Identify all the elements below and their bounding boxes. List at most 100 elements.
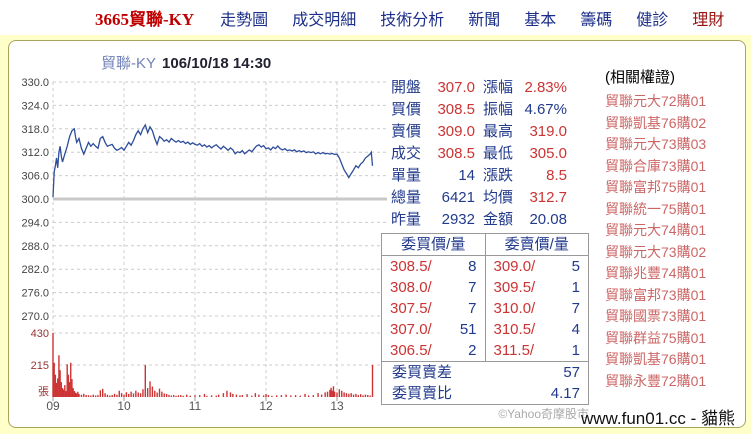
ask-price: 309.5/ (493, 279, 536, 296)
warrant-link[interactable]: 貿聯元大73購02 (605, 243, 707, 260)
warrant-link[interactable]: 貿聯凱基76購02 (605, 114, 707, 131)
warrant-link[interactable]: 貿聯元大74購01 (605, 222, 707, 238)
yahoo-watermark: ©Yahoo奇摩股市 (498, 407, 589, 421)
nav-item-wealth[interactable]: 理財 (692, 11, 725, 29)
order-book-header: 委買價/量 委賣價/量 (382, 234, 588, 256)
order-book-row: 308.5/8 309.0/5 (382, 256, 588, 277)
quote-value: 305.0 (529, 145, 567, 162)
quote-value: 308.5 (437, 101, 475, 118)
quote-label: 最低 (483, 145, 514, 162)
quote-row: 成交 308.5 最低 305.0 (391, 143, 567, 165)
quote-value: 309.0 (437, 123, 475, 140)
svg-text:張: 張 (38, 385, 49, 398)
bid-cell: 308.5/8 (382, 256, 486, 277)
svg-text:330.0: 330.0 (21, 77, 49, 89)
quote-label: 買價 (391, 101, 422, 118)
quote-value: 312.7 (529, 189, 567, 206)
ask-qty: 1 (571, 279, 580, 296)
order-book-row: 306.5/2 311.5/1 (382, 340, 588, 361)
warrant-link[interactable]: 貿聯合庫73購01 (605, 157, 707, 174)
bid-price: 307.0/ (390, 321, 432, 338)
ask-price: 310.0/ (493, 300, 536, 317)
warrant-link[interactable]: 貿聯兆豐74購01 (605, 265, 707, 281)
quote-value: 307.0 (437, 79, 475, 96)
bid-cell: 307.0/51 (382, 319, 486, 340)
nav-item-trend-chart[interactable]: 走勢圖 (220, 11, 269, 29)
quote-label: 總量 (391, 189, 422, 206)
order-book-row: 307.5/7 310.0/7 (382, 298, 588, 319)
ask-price: 311.5/ (493, 342, 535, 359)
warrant-link[interactable]: 貿聯元大73購03 (605, 136, 707, 152)
nav-item-chips[interactable]: 籌碼 (580, 11, 613, 29)
warrant-link[interactable]: 貿聯國票73購01 (605, 308, 707, 324)
nav-item-news[interactable]: 新聞 (468, 11, 501, 29)
ask-qty: 5 (571, 258, 580, 275)
order-book-footer: 委買賣差 57 委買賣比 4.17 (382, 361, 588, 404)
svg-text:12: 12 (259, 399, 273, 413)
bid-price: 307.5/ (390, 300, 432, 317)
nav-item-fundamentals[interactable]: 基本 (524, 11, 557, 29)
chart-title-datetime: 106/10/18 14:30 (162, 55, 272, 72)
quote-row: 昨量 2932 金額 20.08 (391, 209, 567, 231)
bid-cell: 307.5/7 (382, 298, 486, 319)
quote-row: 買價 308.5 振幅 4.67% (391, 99, 567, 121)
warrant-link[interactable]: 貿聯統一75購01 (605, 200, 707, 217)
content-panel: 貿聯-KY 106/10/18 14:30 330.0 324.0 318.0 312.… (8, 40, 746, 428)
bid-qty: 7 (468, 300, 477, 317)
price-volume-chart: 330.0 324.0 318.0 312.0 306.0 300.0 294.0 288.0… (21, 77, 387, 413)
ask-qty: 4 (571, 321, 580, 338)
quote-value: 2932 (441, 211, 475, 228)
bid-ask-ratio-value: 4.17 (550, 385, 580, 402)
svg-text:215: 215 (31, 360, 49, 372)
bid-ask-diff-label: 委買賣差 (392, 364, 453, 381)
stock-code: 3665貿聯-KY (95, 10, 195, 29)
quote-label: 振幅 (483, 101, 514, 118)
ask-price: 309.0/ (493, 258, 536, 275)
nav-item-technical-analysis[interactable]: 技術分析 (380, 11, 445, 29)
svg-text:10: 10 (117, 399, 131, 413)
quote-value: 8.5 (546, 167, 567, 184)
warrant-link[interactable]: 貿聯富邦75購01 (605, 179, 707, 195)
quote-value: 2.83% (524, 79, 567, 96)
bid-qty: 8 (468, 258, 477, 275)
ask-cell: 309.0/5 (486, 256, 589, 277)
nav-links: 走勢圖 成交明細 技術分析 新聞 基本 籌碼 健診 理財 (220, 6, 724, 30)
warrant-link[interactable]: 貿聯凱基76購01 (605, 351, 707, 367)
order-book-rows: 308.5/8 309.0/5 308.0/7 309.5/1 307.5/7 310.0… (382, 256, 588, 361)
warrant-link[interactable]: 貿聯群益75購01 (605, 329, 707, 346)
quote-label: 賣價 (391, 123, 422, 140)
nav-item-trade-details[interactable]: 成交明細 (292, 11, 357, 29)
svg-text:294.0: 294.0 (21, 217, 49, 229)
warrant-link[interactable]: 貿聯元大72購01 (605, 93, 707, 109)
quote-value: 6421 (441, 189, 475, 206)
warrant-link[interactable]: 貿聯永豐72購01 (605, 372, 707, 389)
site-credit: www.fun01.cc - 貓熊 (581, 409, 735, 428)
svg-text:282.0: 282.0 (21, 264, 49, 276)
bid-qty: 51 (459, 321, 477, 338)
quote-summary: 開盤 307.0 漲幅 2.83% 買價 308.5 振幅 4.67% 賣價 309.0 最高 319… (391, 77, 567, 231)
quote-label: 單量 (391, 167, 422, 184)
ask-price: 310.5/ (493, 321, 536, 338)
quote-label: 金額 (483, 211, 514, 228)
bid-ask-ratio-label: 委買賣比 (392, 385, 453, 402)
ask-cell: 309.5/1 (486, 277, 589, 298)
order-book-row: 308.0/7 309.5/1 (382, 277, 588, 298)
svg-text:318.0: 318.0 (21, 124, 49, 136)
quote-label: 均價 (483, 189, 514, 206)
bid-price: 308.5/ (390, 258, 432, 275)
svg-text:300.0: 300.0 (21, 194, 49, 206)
ask-cell: 311.5/1 (486, 340, 589, 361)
quote-label: 漲跌 (483, 167, 514, 184)
nav-item-health-check[interactable]: 健診 (636, 11, 669, 29)
bid-cell: 308.0/7 (382, 277, 486, 298)
bid-qty: 7 (468, 279, 477, 296)
bid-ask-ratio-row: 委買賣比 4.17 (382, 383, 588, 404)
bid-cell: 306.5/2 (382, 340, 486, 361)
quote-label: 開盤 (391, 79, 422, 96)
svg-text:270.0: 270.0 (21, 311, 49, 323)
warrant-link[interactable]: 貿聯富邦73購01 (605, 286, 707, 303)
warrants-title: (相關權證) (605, 69, 675, 86)
quote-value: 308.5 (437, 145, 475, 162)
quote-label: 最高 (483, 123, 514, 140)
